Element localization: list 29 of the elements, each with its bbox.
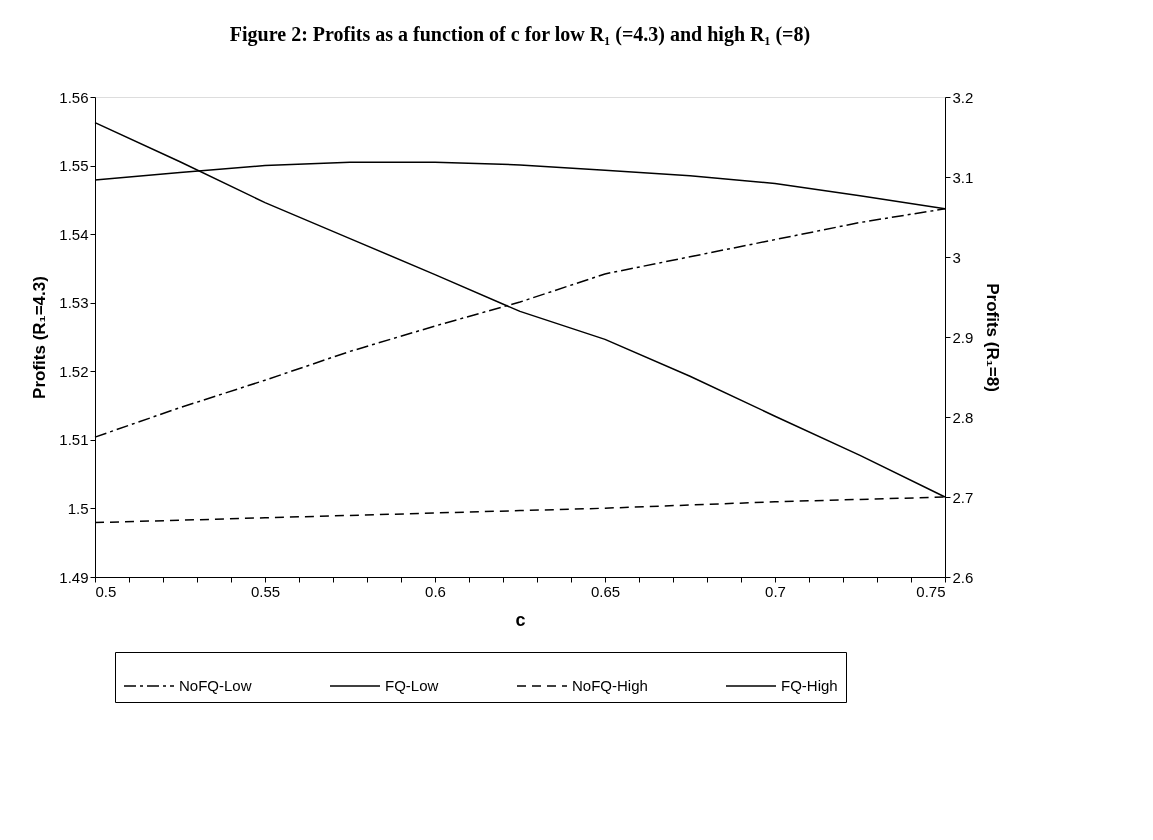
x-tick-label: 0.55 [250, 582, 281, 600]
legend-label: FQ-Low [385, 677, 439, 694]
y2-tick-label: 2.8 [952, 408, 974, 426]
y-tick-label: 1.52 [59, 362, 89, 380]
x-tick-label: 0.7 [765, 582, 786, 600]
x-tick-label: 0.6 [425, 582, 446, 600]
y-tick-label: 1.55 [59, 157, 89, 175]
y2-tick-label: 3 [952, 248, 961, 266]
y2-axis-title: Profits (R₁=8) [983, 283, 1003, 392]
x-tick-label: 0.65 [590, 582, 621, 600]
x-tick-label: 0.75 [916, 582, 946, 600]
y2-tick-label: 2.7 [952, 488, 974, 506]
y-tick-label: 1.54 [59, 225, 89, 243]
y-tick-label: 1.53 [59, 294, 89, 312]
legend-label: NoFQ-Low [179, 677, 252, 694]
legend-label: FQ-High [781, 677, 838, 694]
y-tick-label: 1.56 [59, 88, 89, 106]
y2-tick-label: 2.9 [952, 328, 974, 346]
y2-tick-label: 2.6 [952, 568, 974, 586]
y-axis-title: Profits (R₁=4.3) [30, 276, 50, 399]
y2-tick-label: 3.1 [952, 168, 974, 186]
x-tick-label: 0.5 [95, 582, 117, 600]
y-tick-label: 1.51 [59, 431, 89, 449]
y2-tick-label: 3.2 [952, 88, 974, 106]
legend-label: NoFQ-High [572, 677, 648, 694]
chart-title: Figure 2: Profits as a function of c for low R₁ (=4.3) and high R₁ (=8) [229, 23, 811, 46]
y-tick-label: 1.5 [67, 499, 89, 517]
x-axis-title: c [515, 609, 526, 630]
y-tick-label: 1.49 [59, 568, 89, 586]
